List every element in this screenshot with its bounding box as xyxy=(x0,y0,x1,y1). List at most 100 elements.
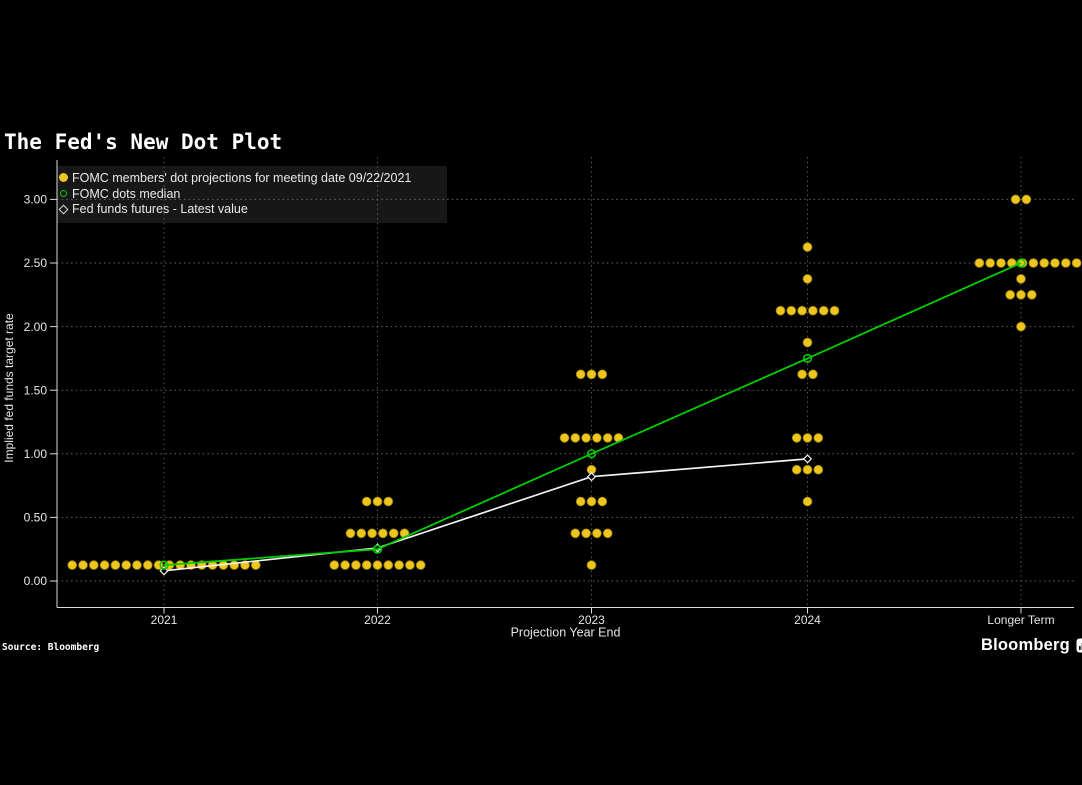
axis-text: 2.50 xyxy=(24,256,48,270)
fomc-dot xyxy=(1021,194,1032,205)
white-open-diamond-icon xyxy=(58,204,72,215)
bloomberg-logo: Bloomberg xyxy=(981,636,1082,655)
fomc-dot xyxy=(586,496,597,507)
axis-text: 0.50 xyxy=(24,511,48,525)
axis-text: 2021 xyxy=(151,613,178,627)
axis-text: 1.00 xyxy=(24,447,48,461)
fomc-dot xyxy=(813,464,824,475)
legend-item: FOMC dots median xyxy=(59,186,411,202)
fomc-dot xyxy=(570,528,581,539)
fomc-dot xyxy=(802,496,813,507)
fomc-dot xyxy=(808,305,818,316)
source-label: Source: Bloomberg xyxy=(2,642,100,653)
fomc-dot xyxy=(329,560,340,570)
fomc-dot xyxy=(1050,258,1060,268)
fomc-dot xyxy=(996,258,1006,268)
fomc-dot xyxy=(791,464,802,475)
fomc-dot xyxy=(394,560,404,570)
fomc-dot xyxy=(1028,258,1039,268)
fomc-dot xyxy=(89,560,99,570)
median-circle-marker xyxy=(586,449,597,459)
fomc-dot xyxy=(383,496,394,507)
fomc-dot xyxy=(372,560,383,570)
fomc-dot xyxy=(581,528,591,539)
fomc-dot xyxy=(110,560,121,570)
fomc-dot xyxy=(1016,289,1026,300)
legend-item-label: FOMC members' dot projections for meetin… xyxy=(72,170,412,185)
fomc-dot xyxy=(372,496,383,507)
fomc-dot xyxy=(388,528,399,539)
fomc-dot xyxy=(586,369,597,380)
futures-diamond-marker xyxy=(802,454,813,464)
legend-item: Fed funds futures - Latest value xyxy=(58,202,411,218)
fomc-dot xyxy=(1061,258,1071,268)
fomc-dot xyxy=(143,560,153,570)
bloomberg-wordmark: Bloomberg xyxy=(981,636,1070,654)
fomc-dot xyxy=(1039,258,1049,268)
fomc-dot xyxy=(99,560,110,570)
fomc-dot xyxy=(378,528,388,539)
axis-text: 1.50 xyxy=(24,383,48,397)
fomc-dot xyxy=(229,560,240,570)
fomc-dot xyxy=(597,496,608,507)
fomc-dot xyxy=(570,433,581,443)
fomc-dot xyxy=(67,560,77,570)
fomc-dot xyxy=(592,433,602,443)
axis-text: 0.00 xyxy=(24,574,48,588)
fomc-dot xyxy=(1005,289,1015,300)
fomc-dot xyxy=(559,433,570,443)
chart-legend: FOMC members' dot projections for meetin… xyxy=(58,170,411,218)
fomc-dot xyxy=(1071,258,1082,268)
median-circle-marker xyxy=(802,353,813,364)
fomc-dot xyxy=(581,433,591,443)
bar-chart-terminal-icon xyxy=(1076,638,1082,653)
axis-text: 2022 xyxy=(364,613,391,627)
green-open-circle-icon xyxy=(59,190,72,198)
fomc-dot xyxy=(802,433,813,443)
fomc-dot xyxy=(1010,194,1021,205)
fomc-dot xyxy=(345,528,356,539)
fomc-dot xyxy=(78,560,88,570)
fomc-dot xyxy=(351,560,361,570)
fomc-dot xyxy=(121,560,131,570)
fomc-dot xyxy=(802,337,813,348)
futures-line xyxy=(163,458,808,572)
fomc-dot xyxy=(775,305,786,316)
fomc-dot xyxy=(1016,274,1026,284)
fomc-dot xyxy=(808,369,818,380)
fomc-dot xyxy=(602,433,613,443)
fomc-dot xyxy=(786,305,797,316)
fomc-dot xyxy=(791,433,802,443)
fomc-dot xyxy=(797,305,807,316)
fomc-dot xyxy=(597,369,608,380)
fomc-dot xyxy=(383,560,394,570)
axis-text: Longer Term xyxy=(987,613,1054,627)
axis-text: 3.00 xyxy=(24,193,48,207)
page-title: The Fed's New Dot Plot xyxy=(4,130,283,154)
fomc-dot xyxy=(813,433,824,443)
median-circle-marker xyxy=(159,560,169,570)
fomc-dot xyxy=(802,464,813,475)
fomc-dot xyxy=(356,528,367,539)
fomc-dot xyxy=(802,274,813,284)
futures-diamond-marker xyxy=(586,472,597,482)
fomc-dot xyxy=(415,560,426,570)
fomc-dot xyxy=(985,258,995,268)
y-axis-title: Implied fed funds target rate xyxy=(2,313,16,463)
axis-text: 2024 xyxy=(794,613,821,627)
median-line xyxy=(163,262,1022,566)
fomc-dot xyxy=(829,305,840,316)
median-circle-marker xyxy=(1016,258,1026,268)
yellow-dot-icon xyxy=(59,173,72,183)
legend-item: FOMC members' dot projections for meetin… xyxy=(59,170,411,186)
fomc-dot xyxy=(602,528,613,539)
fomc-dot xyxy=(361,496,372,507)
fomc-dot xyxy=(367,528,377,539)
fomc-dot xyxy=(802,242,813,252)
fomc-dot xyxy=(818,305,829,316)
fomc-dot xyxy=(575,496,586,507)
axis-text: 2.00 xyxy=(24,320,48,334)
fomc-dot xyxy=(592,528,602,539)
